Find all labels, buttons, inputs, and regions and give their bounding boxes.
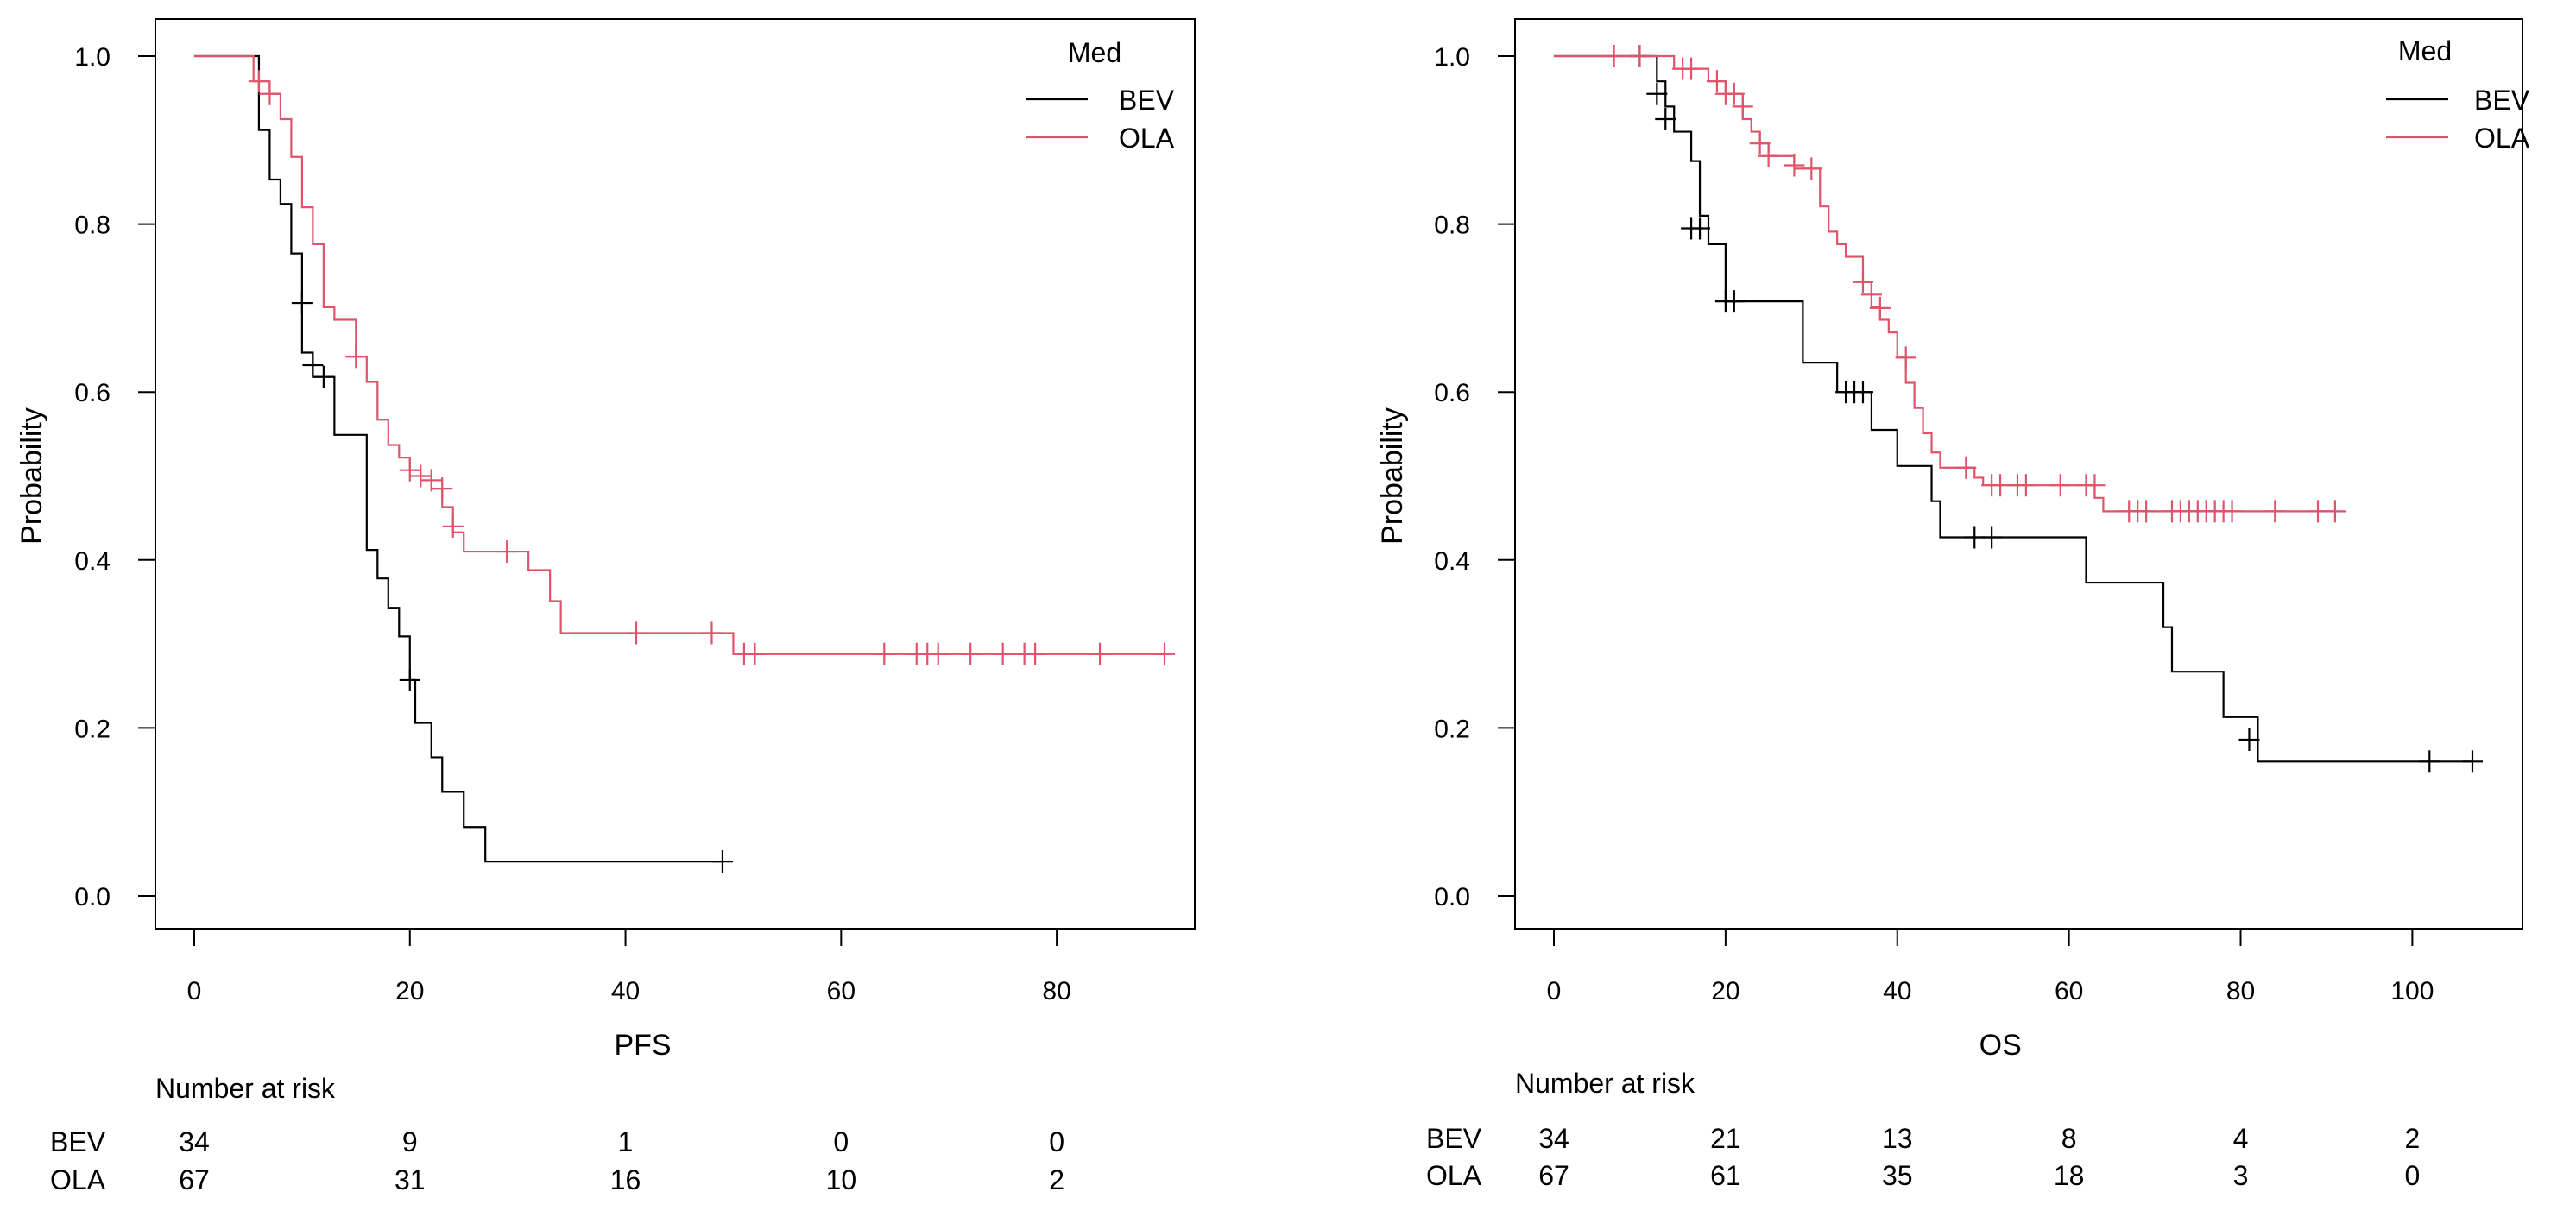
legend-label-bev: BEV xyxy=(1119,85,1175,116)
risk-count: 0 xyxy=(833,1126,849,1157)
risk-count: 10 xyxy=(826,1164,857,1195)
x-tick-label: 100 xyxy=(2390,977,2434,1006)
x-tick-label: 0 xyxy=(187,977,202,1006)
risk-count: 34 xyxy=(1538,1123,1569,1154)
y-tick-label: 0.6 xyxy=(1434,379,1470,407)
x-tick-label: 60 xyxy=(827,977,856,1006)
risk-count: 0 xyxy=(1049,1126,1064,1157)
km-curve-bev xyxy=(194,54,723,863)
y-tick-label: 0.6 xyxy=(74,379,110,407)
x-axis-label: PFS xyxy=(614,1029,671,1062)
risk-table-title: Number at risk xyxy=(1515,1068,1695,1099)
x-tick-label: 20 xyxy=(395,977,424,1006)
legend-label-bev: BEV xyxy=(2474,85,2530,116)
plot-frame xyxy=(155,18,1196,930)
chart-panel-1: 0.00.20.40.60.81.00 20 40 60 80PFSProbabilit… xyxy=(16,18,1196,1195)
x-tick-label: 40 xyxy=(611,977,640,1006)
y-axis-label: Probability xyxy=(1376,407,1409,545)
km-curve-ola xyxy=(1554,54,2335,513)
y-tick-label: 1.0 xyxy=(74,43,110,72)
y-tick-label: 0.4 xyxy=(74,547,110,576)
risk-row-label: OLA xyxy=(50,1164,106,1195)
x-tick-label: 80 xyxy=(2226,977,2255,1006)
x-tick-label: 0 xyxy=(1547,977,1562,1006)
x-tick-label: 80 xyxy=(1042,977,1070,1006)
legend-label-ola: OLA xyxy=(1119,123,1175,154)
risk-count: 9 xyxy=(402,1126,418,1157)
legend-title: Med xyxy=(2398,35,2452,66)
risk-table-title: Number at risk xyxy=(155,1073,336,1104)
legend-label-ola: OLA xyxy=(2474,123,2530,154)
legend-title: Med xyxy=(1068,37,1121,68)
y-tick-label: 0.8 xyxy=(1434,211,1470,240)
risk-count: 67 xyxy=(179,1164,210,1195)
legend: Med BEV OLA xyxy=(2386,35,2530,154)
risk-table: Number at risk BEV 34 21 13 8 4 2 OLA 67 61 35 18 3 0 xyxy=(1426,1068,2420,1191)
plot-frame xyxy=(1514,18,2523,930)
risk-row-label: BEV xyxy=(1426,1123,1482,1154)
y-tick-label: 1.0 xyxy=(1434,43,1470,72)
risk-count: 35 xyxy=(1882,1160,1913,1191)
y-tick-label: 0.4 xyxy=(1434,547,1470,576)
x-tick-label: 20 xyxy=(1711,977,1739,1006)
risk-count: 3 xyxy=(2233,1160,2249,1191)
risk-count: 61 xyxy=(1710,1160,1741,1191)
chart-panel-2: 0.00.20.40.60.81.00 20 40 60 80 100OSProbabil… xyxy=(1376,18,2530,1191)
risk-count: 67 xyxy=(1538,1160,1569,1191)
risk-count: 2 xyxy=(2404,1123,2420,1154)
x-tick-label: 40 xyxy=(1883,977,1911,1006)
risk-count: 13 xyxy=(1882,1123,1913,1154)
risk-count: 2 xyxy=(1049,1164,1064,1195)
risk-count: 18 xyxy=(2054,1160,2085,1191)
x-axis-label: OS xyxy=(1979,1029,2022,1062)
y-tick-label: 0.8 xyxy=(74,211,110,240)
risk-count: 0 xyxy=(2404,1160,2420,1191)
risk-count: 31 xyxy=(395,1164,426,1195)
km-curve-ola xyxy=(194,54,1165,655)
x-tick-label: 60 xyxy=(2055,977,2083,1006)
y-tick-label: 0.0 xyxy=(74,883,110,911)
y-tick-label: 0.0 xyxy=(1434,883,1470,911)
legend: Med BEV OLA xyxy=(1026,37,1175,154)
y-tick-label: 0.2 xyxy=(74,715,110,743)
risk-count: 8 xyxy=(2061,1123,2077,1154)
risk-count: 34 xyxy=(179,1126,210,1157)
risk-row-label: BEV xyxy=(50,1126,106,1157)
risk-count: 16 xyxy=(610,1164,641,1195)
risk-count: 1 xyxy=(618,1126,634,1157)
risk-count: 21 xyxy=(1710,1123,1741,1154)
y-axis-label: Probability xyxy=(16,407,48,545)
risk-row-label: OLA xyxy=(1426,1160,1482,1191)
km-curve-bev xyxy=(1554,54,2472,763)
risk-count: 4 xyxy=(2233,1123,2249,1154)
y-tick-label: 0.2 xyxy=(1434,715,1470,743)
